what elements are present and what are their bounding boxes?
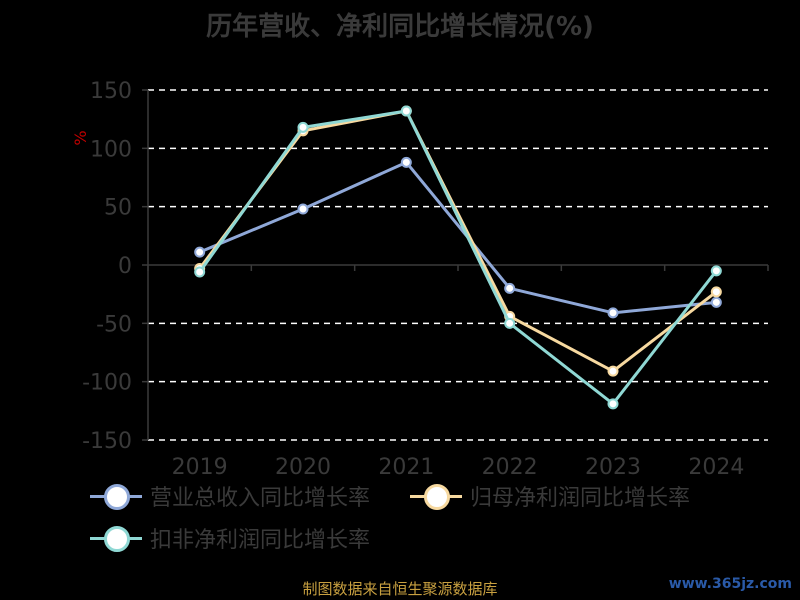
data-point[interactable] — [710, 296, 722, 308]
data-point[interactable] — [607, 365, 619, 377]
data-point[interactable] — [194, 266, 206, 278]
series-line — [198, 109, 718, 406]
y-tick-labels: 150 100 50 0 -50 -100 -150 — [82, 79, 132, 454]
data-point[interactable] — [607, 307, 619, 319]
legend-item-revenue[interactable]: 营业总收入同比增长率 — [90, 480, 370, 512]
series — [194, 105, 722, 410]
data-point[interactable] — [297, 121, 309, 133]
y-tick-label: 50 — [104, 196, 132, 221]
y-tick-label: 150 — [90, 79, 132, 104]
series-3 — [194, 105, 722, 410]
legend-item-net-profit[interactable]: 归母净利润同比增长率 — [410, 480, 690, 512]
legend-item-deducted-profit[interactable]: 扣非净利润同比增长率 — [90, 522, 370, 554]
x-tick-label: 2023 — [585, 455, 641, 480]
data-point[interactable] — [710, 265, 722, 277]
data-source-note: 制图数据来自恒生聚源数据库 — [302, 580, 498, 598]
data-point[interactable] — [400, 156, 412, 168]
data-point[interactable] — [400, 105, 412, 117]
legend-swatch-revenue — [90, 483, 142, 510]
series-line — [199, 160, 717, 315]
data-point[interactable] — [504, 282, 516, 294]
series-2 — [194, 105, 722, 377]
y-axis-label: % — [71, 130, 90, 145]
x-tick-label: 2019 — [172, 455, 228, 480]
x-tick-label: 2022 — [482, 455, 538, 480]
y-tick-label: 100 — [90, 137, 132, 162]
y-tick-label: -100 — [82, 371, 132, 396]
x-tick-labels: 2019 2020 2021 2022 2023 2024 — [172, 455, 745, 480]
data-point[interactable] — [710, 286, 722, 298]
data-point[interactable] — [504, 317, 516, 329]
y-tick-label: 0 — [118, 254, 132, 279]
legend-label-revenue: 营业总收入同比增长率 — [150, 486, 371, 511]
data-point[interactable] — [194, 246, 206, 258]
axes — [142, 89, 769, 441]
legend-swatch-deducted-profit — [90, 525, 142, 552]
data-point[interactable] — [297, 203, 309, 215]
x-tick-label: 2021 — [378, 455, 434, 480]
x-tick-label: 2020 — [275, 455, 331, 480]
y-tick-label: -150 — [82, 429, 132, 454]
legend-swatch-net-profit — [410, 483, 462, 510]
legend-label-deducted-profit: 扣非净利润同比增长率 — [150, 528, 371, 553]
series-1 — [194, 156, 722, 319]
watermark: www.365jz.com — [668, 576, 792, 592]
x-tick-label: 2024 — [688, 455, 744, 480]
data-point[interactable] — [607, 398, 619, 410]
y-tick-label: -50 — [96, 312, 132, 337]
gridlines — [148, 89, 768, 441]
legend-label-net-profit: 归母净利润同比增长率 — [470, 486, 691, 511]
series-line — [198, 109, 718, 373]
chart-title: 历年营收、净利同比增长情况(%) — [206, 12, 594, 42]
